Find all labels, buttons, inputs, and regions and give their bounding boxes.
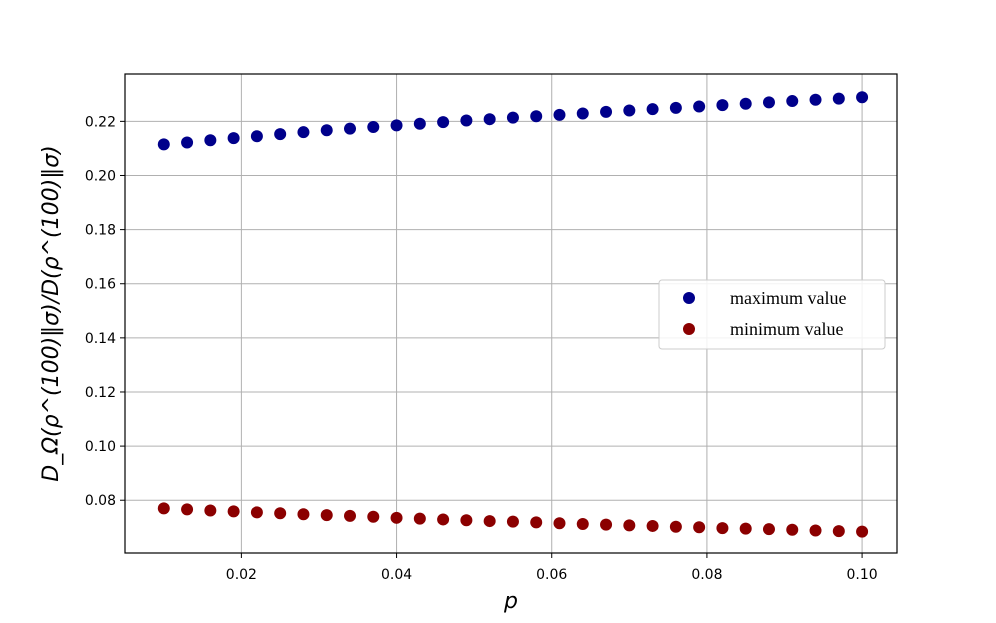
data-point-minimum [181,503,194,516]
data-point-maximum [739,97,752,110]
data-point-maximum [506,111,519,124]
data-point-maximum [367,121,380,134]
data-point-minimum [204,504,217,517]
data-point-minimum [437,513,450,526]
data-point-minimum [344,509,357,522]
data-point-minimum [390,511,403,524]
data-point-minimum [227,505,240,518]
data-points [157,91,869,538]
data-point-maximum [181,136,194,149]
data-point-minimum [716,522,729,535]
data-point-maximum [530,110,543,123]
data-point-maximum [623,104,636,117]
x-tick-label: 0.10 [846,567,877,583]
y-axis-title: D_Ω(ρ^(100)‖σ)/D(ρ^(100)‖σ) [39,145,64,481]
data-point-maximum [786,95,799,108]
data-point-maximum [856,91,869,104]
y-tick-label: 0.20 [85,168,116,184]
data-point-maximum [204,134,217,147]
legend-marker-maximum [683,292,695,304]
data-point-maximum [157,138,170,151]
data-point-minimum [832,525,845,538]
data-point-maximum [553,108,566,121]
data-point-maximum [437,116,450,129]
data-point-minimum [739,522,752,535]
data-point-minimum [530,516,543,529]
data-point-maximum [693,100,706,113]
data-point-maximum [600,105,613,118]
data-point-maximum [320,124,333,137]
data-point-maximum [274,128,287,141]
data-point-maximum [344,122,357,135]
data-point-maximum [809,93,822,106]
data-point-minimum [506,515,519,528]
data-point-maximum [576,107,589,120]
data-point-minimum [600,518,613,531]
legend-label-minimum: minimum value [730,319,843,339]
legend-box [658,279,886,350]
data-point-maximum [646,103,659,116]
data-point-minimum [646,519,659,532]
y-tick-label: 0.16 [85,277,116,293]
x-tick-label: 0.06 [536,567,567,583]
data-point-maximum [297,126,310,139]
data-point-minimum [693,521,706,534]
data-point-minimum [576,518,589,531]
data-point-maximum [669,101,682,114]
y-tick-label: 0.10 [85,439,116,455]
x-tick-label: 0.04 [381,567,412,583]
data-point-maximum [460,114,473,127]
data-point-minimum [367,510,380,523]
plot-frame [124,73,898,554]
data-point-minimum [669,520,682,533]
y-tick-label: 0.08 [85,493,116,509]
data-point-maximum [250,130,263,143]
data-point-minimum [623,519,636,532]
data-point-minimum [274,507,287,520]
data-point-minimum [320,509,333,522]
data-point-minimum [809,524,822,537]
y-tick-label: 0.18 [85,223,116,239]
y-tick-label: 0.22 [85,114,116,130]
legend-marker-minimum [683,323,695,335]
legend-label-maximum: maximum value [730,288,846,308]
data-point-maximum [227,132,240,145]
data-point-minimum [762,523,775,536]
data-point-minimum [856,525,869,538]
data-point-maximum [762,96,775,109]
data-point-minimum [553,517,566,530]
data-point-minimum [483,515,496,528]
data-point-maximum [832,92,845,105]
y-tick-label: 0.12 [85,385,116,401]
y-tick-label: 0.14 [85,331,116,347]
data-point-minimum [460,514,473,527]
x-tick-label: 0.08 [691,567,722,583]
data-point-minimum [250,506,263,519]
x-axis-title: p [503,589,518,614]
data-point-minimum [413,512,426,525]
data-point-minimum [297,508,310,521]
data-point-maximum [390,119,403,132]
legend: maximum value minimum value [658,279,886,350]
data-point-maximum [716,99,729,112]
data-point-minimum [157,502,170,515]
data-point-maximum [413,117,426,130]
axis-ticks: 0.02 0.04 0.06 0.08 0.10 0.08 0.10 0.12 0.14 0.16… [85,114,878,583]
data-point-maximum [483,113,496,126]
x-tick-label: 0.02 [226,567,257,583]
data-point-minimum [786,523,799,536]
